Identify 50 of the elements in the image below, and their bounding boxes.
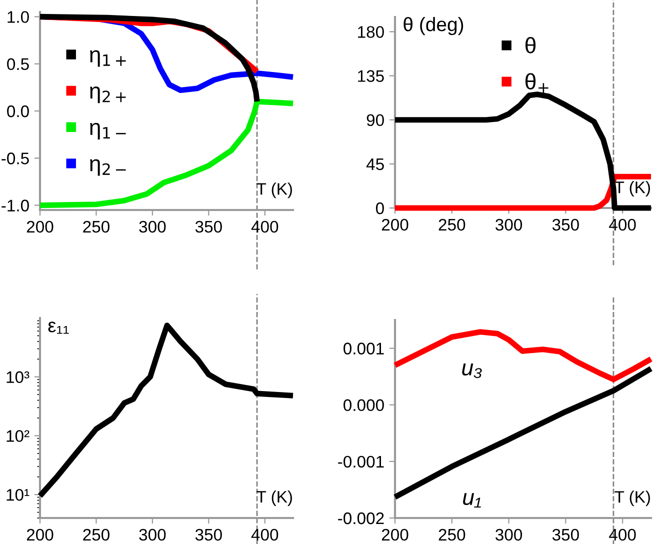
x-tick-label: 400 xyxy=(251,528,278,541)
x-tick-label: 300 xyxy=(496,528,522,541)
y-tick-label: 10¹ xyxy=(6,488,30,501)
x-tick-label: 350 xyxy=(552,218,579,231)
x-tick-label: 350 xyxy=(195,528,222,541)
x-tick-label: 250 xyxy=(83,528,110,541)
legend-label: η$_{2+}$ xyxy=(90,86,126,104)
y-tick-label: 1.0 xyxy=(8,11,29,23)
y-axis-title: θ (deg) xyxy=(404,17,464,36)
y-tick-label: -0.001 xyxy=(338,456,384,468)
x-tick-label: 300 xyxy=(139,220,166,233)
legend-label: η$_{2−}$ xyxy=(90,159,126,176)
y-tick-label: 10³ xyxy=(6,371,30,384)
x-tick-label: 350 xyxy=(552,528,579,541)
x-tick-label: 350 xyxy=(195,220,222,233)
x-tick-label: 300 xyxy=(139,528,166,541)
x-tick-label: 400 xyxy=(251,220,278,233)
y-tick-label: 0 xyxy=(376,202,384,214)
x-tick-label: 400 xyxy=(609,528,636,541)
series-label: u₁ xyxy=(463,493,481,508)
y-tick-label: 45 xyxy=(366,158,384,170)
y-tick-label: 10² xyxy=(6,430,30,442)
x-tick-label: 300 xyxy=(496,218,522,231)
x-tick-label: 250 xyxy=(438,218,466,231)
x-tick-label: 200 xyxy=(382,528,408,541)
y-tick-label: -0.002 xyxy=(338,512,384,524)
x-tick-label: 250 xyxy=(438,528,466,541)
x-tick-label: 250 xyxy=(83,220,110,233)
y-tick-label: 90 xyxy=(366,114,384,126)
y-tick-label: 0.000 xyxy=(344,399,384,412)
x-tick-label: 200 xyxy=(382,218,408,231)
y-tick-label: 0.5 xyxy=(7,58,29,70)
y-tick-label: 0.001 xyxy=(344,342,384,354)
y-axis-title: ε₁₁ xyxy=(48,322,69,334)
legend-label: θ$_{+}$ xyxy=(525,73,548,93)
series-label: u₃ xyxy=(462,364,482,378)
x-axis-title: T (K) xyxy=(256,182,292,198)
y-tick-label: 180 xyxy=(358,26,384,38)
x-tick-label: 400 xyxy=(609,218,636,231)
legend-label: η$_{1−}$ xyxy=(90,122,126,140)
y-tick-label: 0.0 xyxy=(7,105,29,118)
x-tick-label: 200 xyxy=(26,220,54,233)
x-axis-title: T (K) xyxy=(614,490,650,506)
x-tick-label: 200 xyxy=(26,528,54,541)
y-tick-label: 135 xyxy=(358,70,384,82)
y-tick-label: -1.0 xyxy=(2,200,29,212)
legend-label: θ xyxy=(525,37,536,54)
y-tick-label: -0.5 xyxy=(2,152,29,164)
legend-label: η$_{1+}$ xyxy=(90,50,126,67)
x-axis-title: T (K) xyxy=(256,490,292,506)
